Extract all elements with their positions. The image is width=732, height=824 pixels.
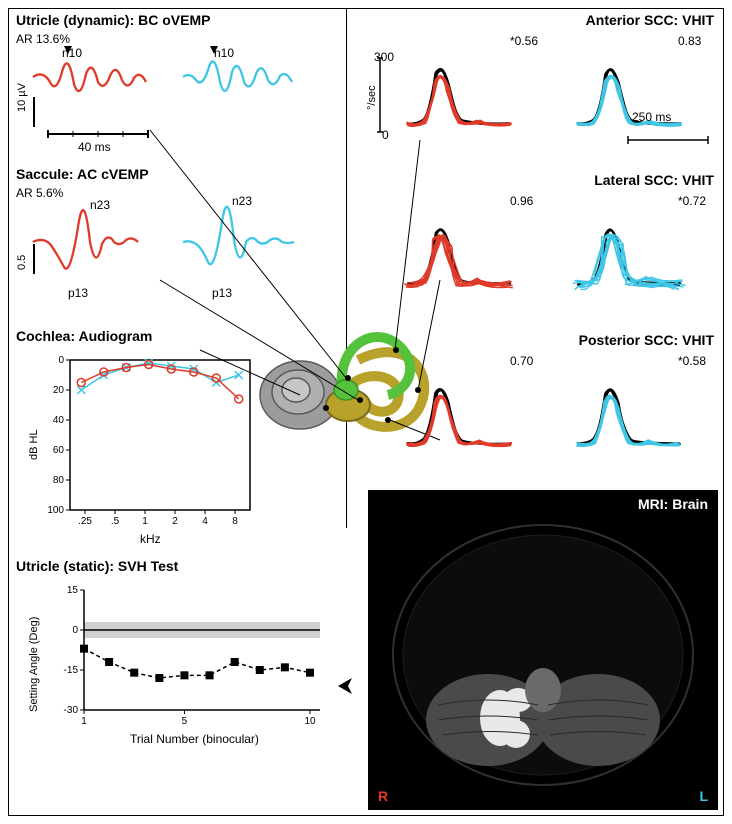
mri-R: R [378,788,388,804]
svg-text:10: 10 [304,716,316,727]
svg-text:.25: .25 [78,516,92,527]
cvemp-p13-l: p13 [68,286,88,300]
svg-text:4: 4 [202,516,208,527]
cvemp-n23-r: n23 [232,194,252,208]
svh-xlab: Trial Number (binocular) [130,732,259,746]
svh-title: Utricle (static): SVH Test [16,558,178,574]
vhit-lateral-plot [370,204,720,314]
vhit-anterior-plot [370,44,720,154]
svh-ylab: Setting Angle (Deg) [28,617,40,712]
audiogram-title: Cochlea: Audiogram [16,328,152,344]
audiogram-ylab: dB HL [28,429,40,460]
vhit-xbar: 250 ms [632,110,671,124]
svg-text:100: 100 [47,505,64,516]
ovemp-title: Utricle (dynamic): BC oVEMP [16,12,210,28]
svg-text:5: 5 [182,716,188,727]
svg-text:8: 8 [232,516,238,527]
mri-title: MRI: Brain [638,496,708,512]
svh-arrow-icon [338,678,356,694]
svg-text:0: 0 [58,355,64,366]
audiogram-xlab: kHz [140,532,161,546]
vhit-post-plot [370,364,720,474]
vhit-lateral-title: Lateral SCC: VHIT [594,172,714,188]
svg-text:2: 2 [172,516,178,527]
svg-text:15: 15 [67,585,79,596]
ovemp-xbar: 40 ms [78,140,111,154]
svg-text:.5: .5 [111,516,120,527]
vhit-anterior-title: Anterior SCC: VHIT [586,12,714,28]
svg-text:20: 20 [53,385,65,396]
ovemp-ylab: 10 µV [16,83,28,112]
svg-text:40: 40 [53,415,65,426]
mri-brain-svg [368,490,718,810]
vhit-posterior-title: Posterior SCC: VHIT [579,332,714,348]
ovemp-n10-right: n10 [214,46,234,60]
svg-text:1: 1 [142,516,148,527]
svg-text:-30: -30 [64,705,79,716]
ovemp-n10-left: n10 [62,46,82,60]
cvemp-title: Saccule: AC cVEMP [16,166,149,182]
cvemp-ylab: 0.5 [16,255,28,270]
cvemp-p13-r: p13 [212,286,232,300]
mri-image: MRI: Brain R L [368,490,718,810]
svh-plot: -30-150151510 [50,580,340,740]
vhit-ylab: °/sec [366,85,378,110]
audiogram-plot: 0 20 40 60 80 100 .25 .5 1 2 4 8 [40,350,270,540]
svg-text:-15: -15 [64,665,79,676]
vhit-ymax: 300 [374,50,394,64]
svg-text:0: 0 [72,625,78,636]
svg-text:1: 1 [81,716,87,727]
mri-L: L [699,788,708,804]
svg-text:60: 60 [53,445,65,456]
vhit-ymin: 0 [382,128,389,142]
cvemp-n23-l: n23 [90,198,110,212]
svg-text:80: 80 [53,475,65,486]
